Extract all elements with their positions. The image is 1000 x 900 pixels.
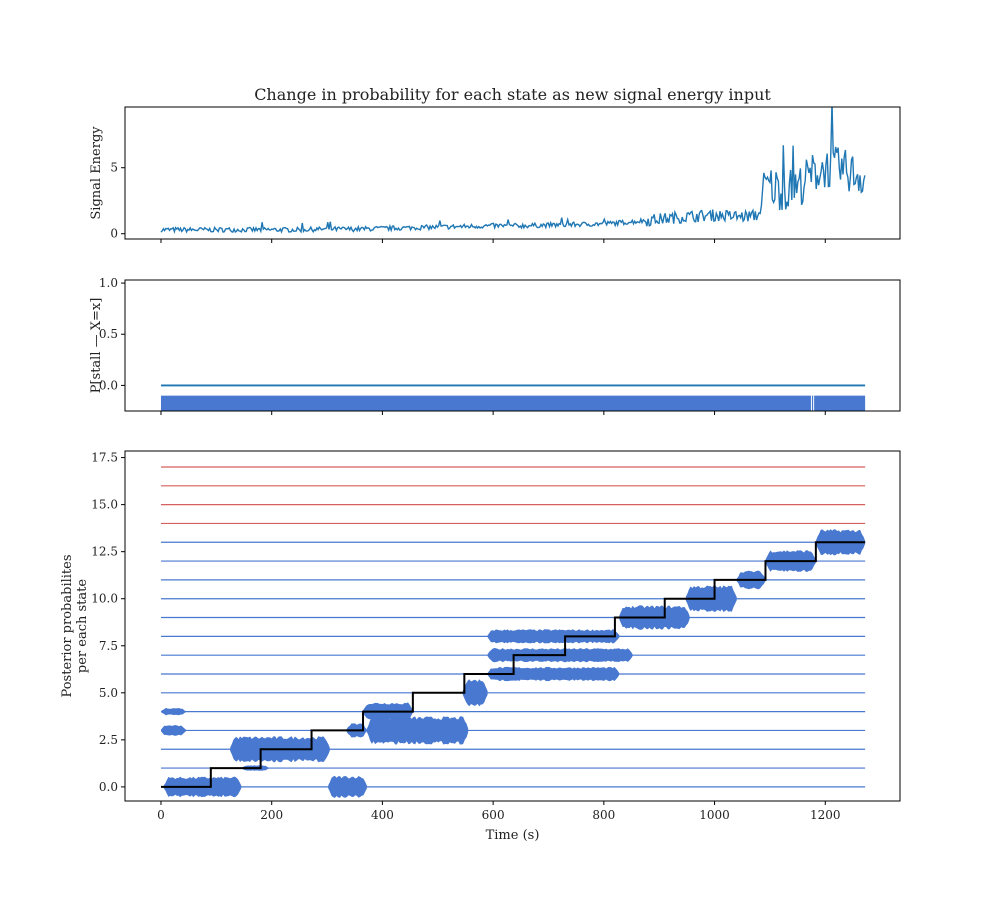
- y-tick-label: 1.0: [99, 276, 118, 290]
- x-tick-label: 600: [482, 808, 505, 822]
- y-tick-label: 7.5: [99, 639, 118, 653]
- x-axis-label: Time (s): [486, 828, 540, 843]
- y-axis-label-line: P[stall — X=x]: [89, 298, 104, 394]
- posterior-probabilities-panel: 0 200 400 600 800 1000 1200 0.0 2.5 5.0 7.5 10.0 12.…: [60, 450, 901, 843]
- y-tick-label: 10.0: [91, 592, 118, 606]
- x-tick-label: 400: [371, 808, 394, 822]
- plot-area: [160, 384, 866, 411]
- posterior-band-4: [161, 725, 186, 736]
- posterior-band-6: [366, 716, 469, 745]
- y-axis-label: Posterior probabilitesper each state: [60, 555, 90, 698]
- y-axis-label: Signal Energy: [89, 126, 104, 220]
- y-tick-label: 17.5: [91, 451, 118, 465]
- posterior-band-1: [328, 775, 367, 798]
- posterior-band-7: [161, 707, 186, 716]
- x-tick-label: 800: [592, 808, 615, 822]
- posterior-band-12: [487, 629, 620, 644]
- stall-probability-panel: 0.0 0.5 1.0 P[stall — X=x]: [89, 276, 901, 415]
- y-tick-label: 0: [110, 227, 118, 241]
- plot-area: [160, 107, 866, 234]
- most-likely-state-line: [160, 541, 866, 788]
- y-axis-label-line: Signal Energy: [89, 126, 104, 220]
- axes-frame: [124, 450, 901, 802]
- posterior-band-9: [462, 679, 488, 707]
- y-axis-label-line: per each state: [75, 579, 90, 673]
- signal-energy-panel: Change in probability for each state as …: [89, 85, 901, 243]
- chart-title: Change in probability for each state as …: [254, 85, 771, 104]
- x-tick-label: 1200: [810, 808, 841, 822]
- posterior-band-10: [487, 666, 620, 682]
- y-tick-label: 0.0: [99, 780, 118, 794]
- signal-energy-line: [160, 107, 866, 234]
- y-tick-label: 0.5: [99, 327, 118, 341]
- y-tick-label: 12.5: [91, 545, 118, 559]
- y-axis-label: P[stall — X=x]: [89, 298, 104, 394]
- x-tick-label: 1000: [699, 808, 730, 822]
- plot-area: [160, 466, 866, 798]
- stall-probability-band: [160, 395, 866, 411]
- y-tick-label: 5: [110, 161, 118, 175]
- y-tick-label: 5.0: [99, 686, 118, 700]
- x-tick-label: 200: [260, 808, 283, 822]
- y-tick-label: 0.0: [99, 378, 118, 392]
- y-tick-label: 15.0: [91, 498, 118, 512]
- y-tick-label: 2.5: [99, 733, 118, 747]
- x-tick-label: 0: [157, 808, 165, 822]
- y-axis-label-line: Posterior probabilites: [60, 555, 75, 698]
- axes-frame: [124, 106, 901, 240]
- axes-frame: [124, 279, 901, 412]
